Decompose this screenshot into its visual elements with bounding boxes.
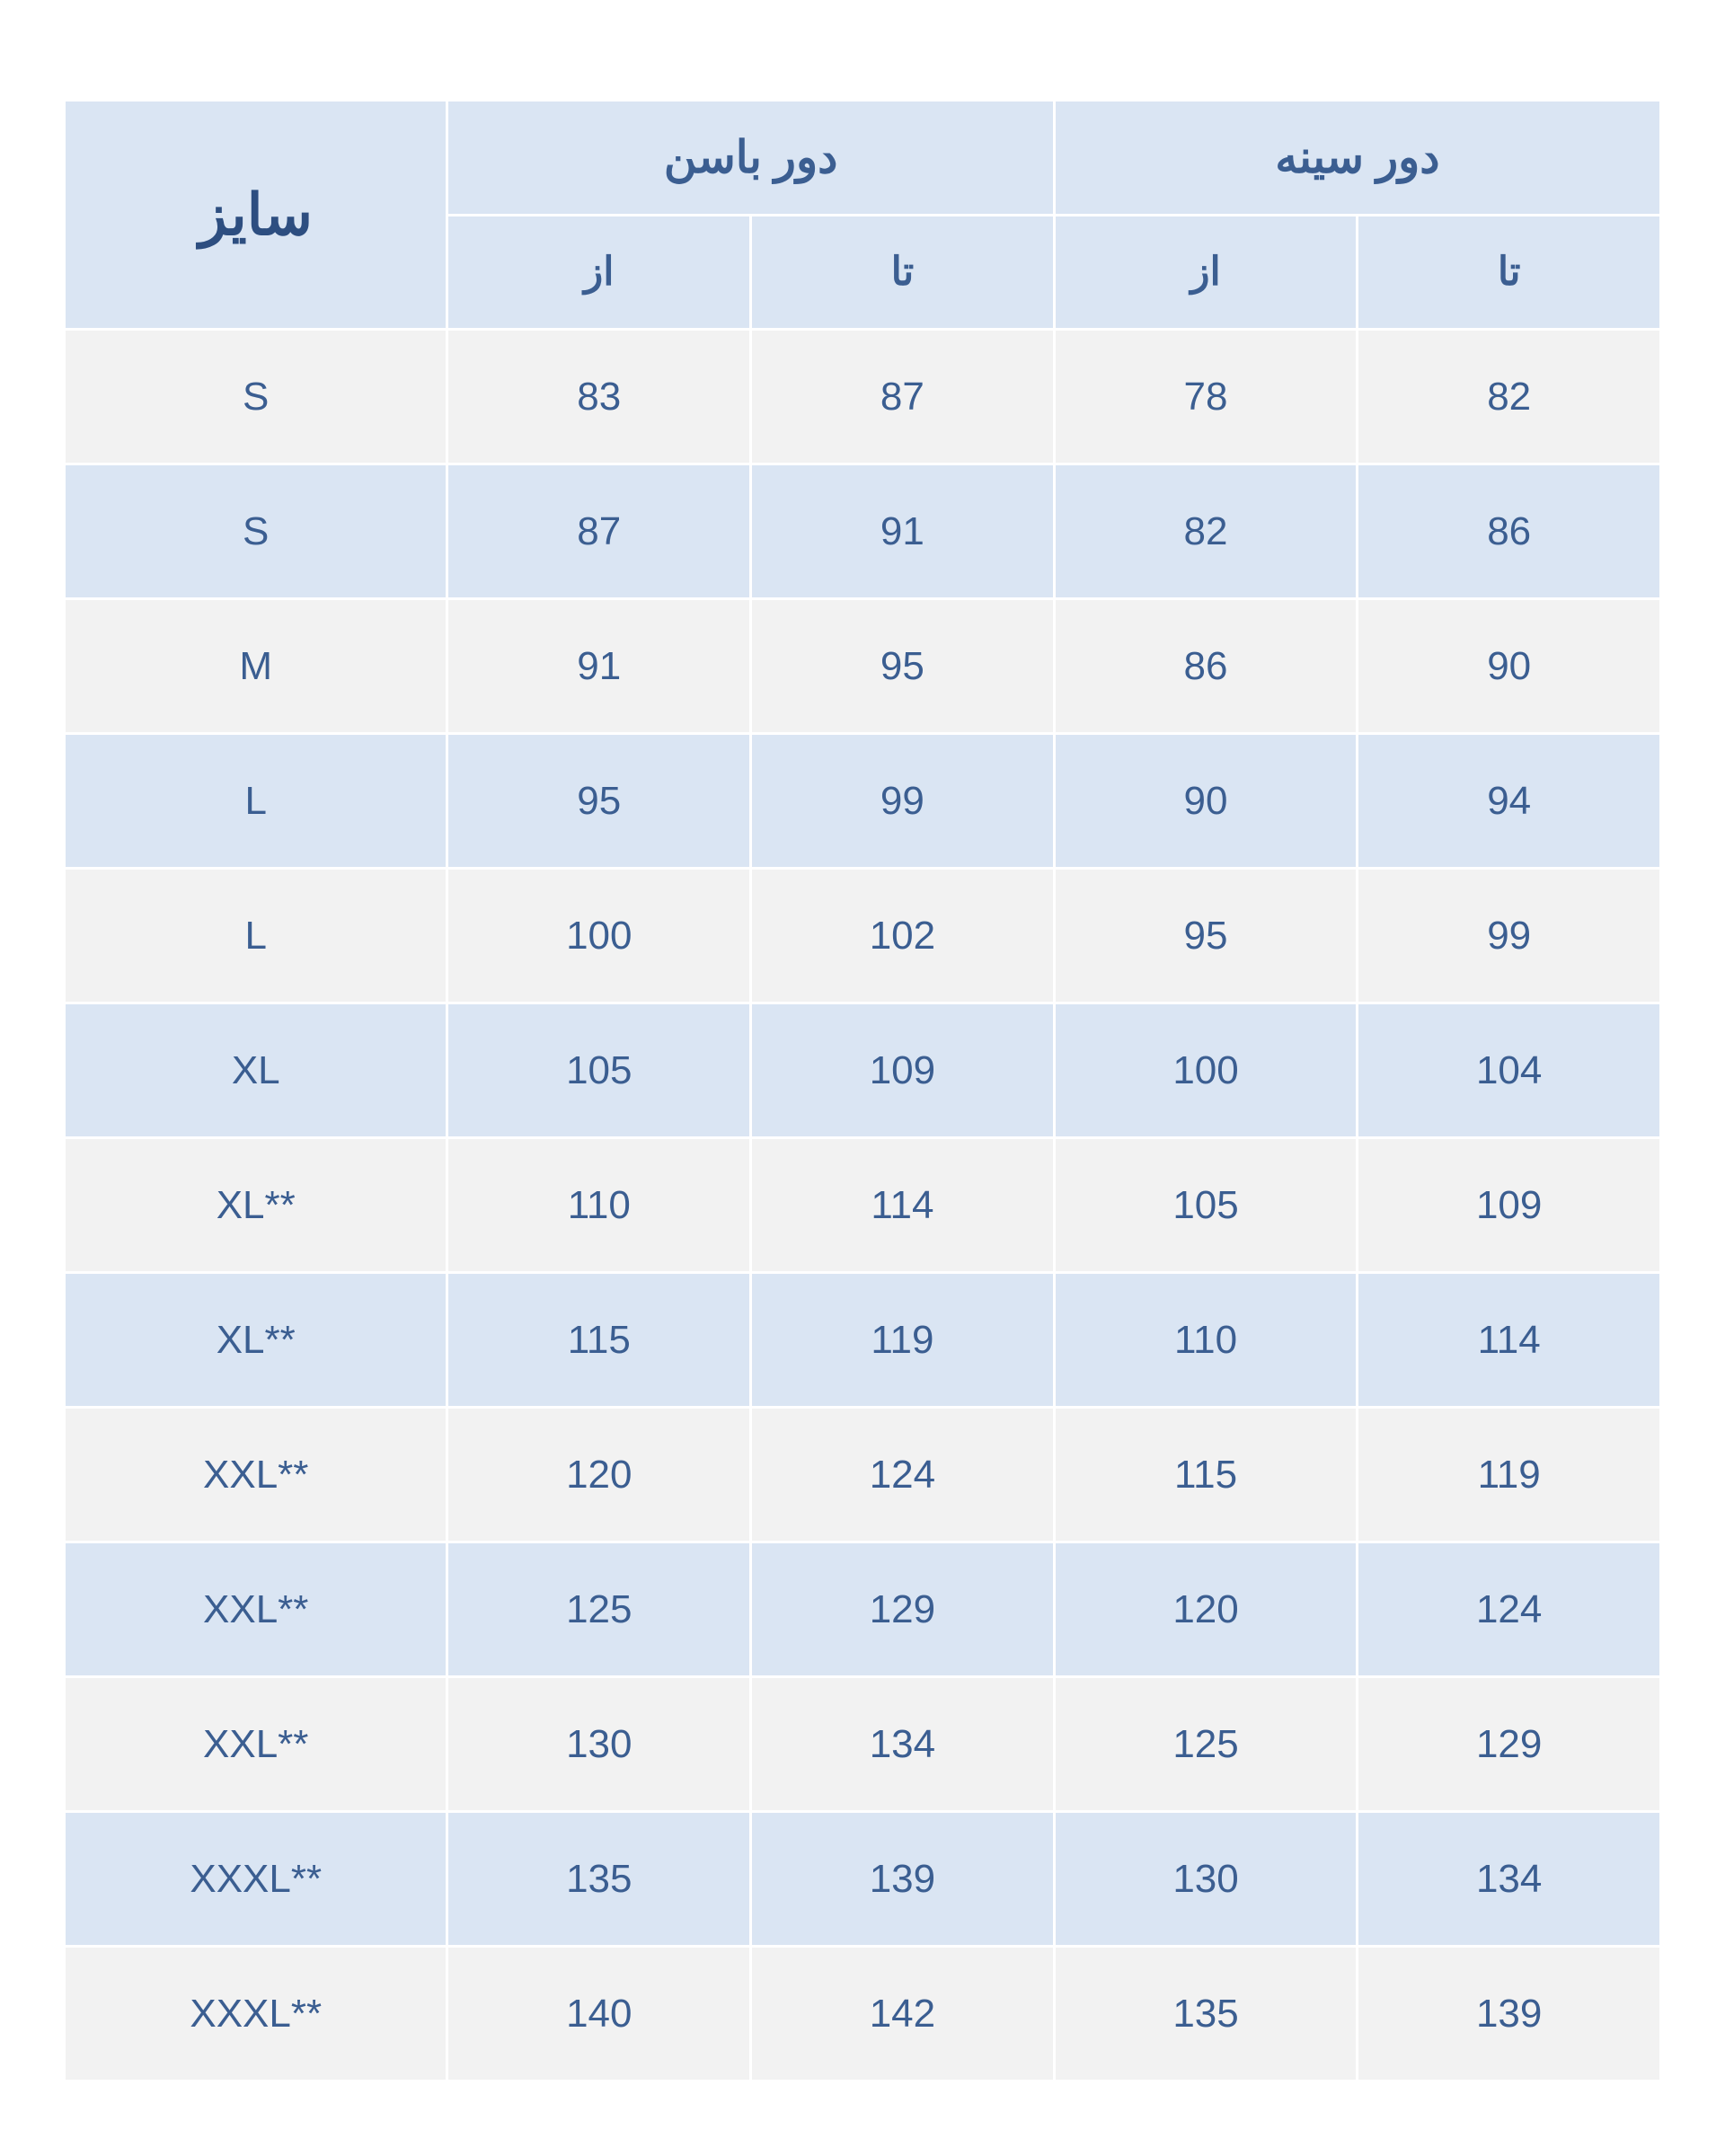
size-chart-table: سایز دور باسن دور سینه از تا از تا S8387… (63, 99, 1662, 2082)
page: سایز دور باسن دور سینه از تا از تا S8387… (0, 0, 1725, 2156)
table-row: XXL**120124115119 (65, 1408, 1661, 1542)
cell-chest-from: 110 (1054, 1273, 1358, 1408)
cell-hip-from: 135 (447, 1812, 751, 1947)
cell-size: XL (65, 1003, 447, 1138)
cell-size: S (65, 464, 447, 599)
cell-hip-from: 100 (447, 869, 751, 1003)
cell-hip-from: 115 (447, 1273, 751, 1408)
cell-chest-from: 86 (1054, 599, 1358, 734)
cell-hip-to: 142 (751, 1947, 1055, 2081)
cell-chest-from: 90 (1054, 734, 1358, 869)
cell-hip-to: 124 (751, 1408, 1055, 1542)
cell-hip-from: 87 (447, 464, 751, 599)
header-hip-from: از (447, 215, 751, 330)
cell-chest-from: 95 (1054, 869, 1358, 1003)
header-chest-to: تا (1358, 215, 1661, 330)
cell-hip-from: 130 (447, 1677, 751, 1812)
header-row-1: سایز دور باسن دور سینه (65, 101, 1661, 216)
cell-hip-from: 95 (447, 734, 751, 869)
table-body: S83877882S87918286M91958690L95999094L100… (65, 330, 1661, 2081)
cell-chest-to: 109 (1358, 1138, 1661, 1273)
cell-size: XXL** (65, 1677, 447, 1812)
cell-chest-to: 90 (1358, 599, 1661, 734)
cell-chest-from: 125 (1054, 1677, 1358, 1812)
cell-chest-to: 114 (1358, 1273, 1661, 1408)
header-size: سایز (65, 101, 447, 330)
table-row: L1001029599 (65, 869, 1661, 1003)
table-row: XL105109100104 (65, 1003, 1661, 1138)
cell-hip-from: 110 (447, 1138, 751, 1273)
cell-hip-from: 83 (447, 330, 751, 464)
cell-chest-from: 120 (1054, 1542, 1358, 1677)
header-chest-from: از (1054, 215, 1358, 330)
cell-hip-to: 91 (751, 464, 1055, 599)
cell-hip-from: 91 (447, 599, 751, 734)
cell-chest-to: 94 (1358, 734, 1661, 869)
cell-chest-from: 78 (1054, 330, 1358, 464)
cell-size: XXXL** (65, 1812, 447, 1947)
cell-chest-to: 129 (1358, 1677, 1661, 1812)
cell-hip-to: 114 (751, 1138, 1055, 1273)
table-row: XXXL**140142135139 (65, 1947, 1661, 2081)
cell-chest-to: 124 (1358, 1542, 1661, 1677)
cell-hip-to: 102 (751, 869, 1055, 1003)
cell-chest-from: 130 (1054, 1812, 1358, 1947)
cell-hip-to: 87 (751, 330, 1055, 464)
cell-chest-to: 82 (1358, 330, 1661, 464)
header-chest: دور سینه (1054, 101, 1660, 216)
cell-chest-to: 86 (1358, 464, 1661, 599)
cell-chest-to: 99 (1358, 869, 1661, 1003)
header-hip-to: تا (751, 215, 1055, 330)
cell-chest-to: 119 (1358, 1408, 1661, 1542)
cell-size: L (65, 869, 447, 1003)
cell-size: XXL** (65, 1408, 447, 1542)
cell-chest-to: 104 (1358, 1003, 1661, 1138)
cell-hip-to: 95 (751, 599, 1055, 734)
table-row: S83877882 (65, 330, 1661, 464)
cell-size: M (65, 599, 447, 734)
cell-chest-to: 139 (1358, 1947, 1661, 2081)
table-row: XXL**125129120124 (65, 1542, 1661, 1677)
cell-size: L (65, 734, 447, 869)
cell-hip-from: 120 (447, 1408, 751, 1542)
header-hip: دور باسن (447, 101, 1054, 216)
cell-size: S (65, 330, 447, 464)
cell-hip-from: 105 (447, 1003, 751, 1138)
table-row: L95999094 (65, 734, 1661, 869)
table-row: XL**115119110114 (65, 1273, 1661, 1408)
cell-hip-from: 140 (447, 1947, 751, 2081)
cell-size: XL** (65, 1273, 447, 1408)
table-row: XXXL**135139130134 (65, 1812, 1661, 1947)
cell-chest-from: 100 (1054, 1003, 1358, 1138)
cell-chest-to: 134 (1358, 1812, 1661, 1947)
cell-hip-to: 119 (751, 1273, 1055, 1408)
cell-size: XXL** (65, 1542, 447, 1677)
table-row: XL**110114105109 (65, 1138, 1661, 1273)
cell-chest-from: 115 (1054, 1408, 1358, 1542)
table-row: S87918286 (65, 464, 1661, 599)
cell-hip-from: 125 (447, 1542, 751, 1677)
table-header: سایز دور باسن دور سینه از تا از تا (65, 101, 1661, 330)
cell-chest-from: 135 (1054, 1947, 1358, 2081)
cell-hip-to: 139 (751, 1812, 1055, 1947)
cell-chest-from: 82 (1054, 464, 1358, 599)
cell-size: XXXL** (65, 1947, 447, 2081)
cell-chest-from: 105 (1054, 1138, 1358, 1273)
cell-hip-to: 134 (751, 1677, 1055, 1812)
cell-size: XL** (65, 1138, 447, 1273)
table-row: XXL**130134125129 (65, 1677, 1661, 1812)
table-row: M91958690 (65, 599, 1661, 734)
cell-hip-to: 99 (751, 734, 1055, 869)
cell-hip-to: 129 (751, 1542, 1055, 1677)
cell-hip-to: 109 (751, 1003, 1055, 1138)
